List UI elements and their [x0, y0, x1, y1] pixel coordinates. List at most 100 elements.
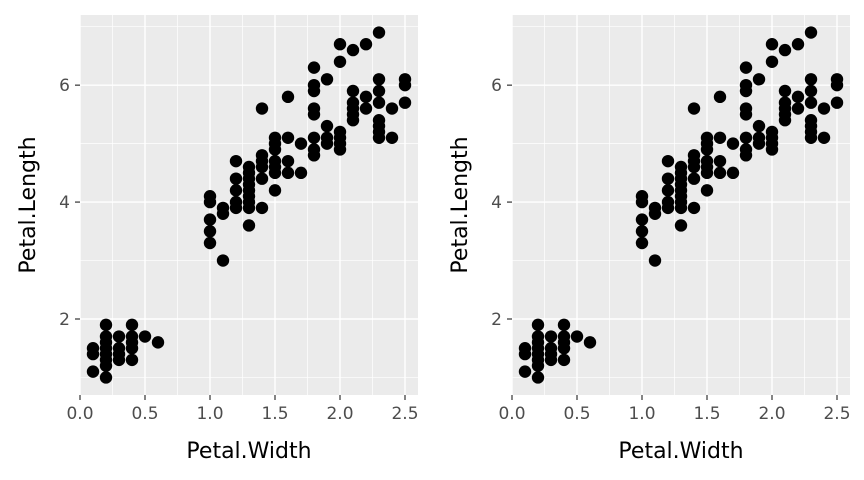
data-point	[635, 190, 649, 203]
data-point	[531, 318, 545, 332]
data-point	[112, 330, 126, 343]
data-point	[138, 330, 152, 343]
data-point	[359, 102, 373, 115]
data-point	[804, 114, 818, 127]
data-point	[294, 137, 308, 150]
data-point	[804, 96, 818, 109]
x-tick-label: 0.0	[66, 404, 93, 424]
data-point	[791, 38, 805, 51]
x-tick-label: 2.0	[326, 404, 353, 424]
data-point	[830, 96, 844, 109]
data-point	[765, 38, 779, 51]
left-scatter-panel: 0.0 0.5 1.0 1.5 2.0 2.5 2 4 6 Petal.Width Petal.Le…	[16, 15, 419, 464]
data-point	[635, 236, 649, 250]
data-point	[372, 96, 386, 109]
data-point	[531, 330, 545, 343]
x-tick-label: 0.5	[131, 404, 158, 424]
data-point	[804, 26, 818, 39]
data-point	[320, 131, 334, 144]
data-point	[791, 102, 805, 115]
data-point	[687, 102, 701, 115]
data-point	[817, 102, 831, 115]
data-point	[268, 131, 282, 144]
data-point	[804, 73, 818, 86]
data-point	[86, 342, 100, 355]
data-point	[830, 73, 844, 86]
data-point	[713, 154, 727, 168]
x-tick-label: 2.5	[391, 404, 418, 424]
data-point	[372, 73, 386, 86]
data-point	[125, 318, 139, 332]
data-point	[307, 131, 321, 144]
data-point	[648, 254, 662, 267]
y-tick-label: 2	[59, 310, 70, 330]
data-point	[557, 318, 571, 332]
data-point	[372, 114, 386, 127]
data-point	[229, 184, 243, 197]
data-point	[203, 236, 217, 250]
y-tick-label: 4	[59, 193, 70, 213]
data-point	[739, 143, 753, 156]
data-point	[700, 131, 714, 144]
data-point	[739, 78, 753, 92]
data-point	[125, 353, 139, 367]
x-axis-title: Petal.Width	[618, 439, 743, 464]
data-point	[661, 154, 675, 168]
x-tick-label: 1.5	[261, 404, 288, 424]
data-point	[307, 78, 321, 92]
data-point	[346, 43, 360, 57]
data-point	[583, 336, 597, 349]
data-point	[242, 219, 256, 232]
data-point	[713, 90, 727, 104]
x-tick-label: 0.0	[498, 404, 525, 424]
y-axis-title: Petal.Length	[448, 136, 473, 273]
data-point	[281, 166, 295, 180]
data-point	[713, 131, 727, 144]
data-point	[281, 154, 295, 168]
data-point	[765, 55, 779, 68]
data-point	[333, 125, 347, 139]
data-point	[281, 90, 295, 104]
data-point	[333, 55, 347, 68]
data-point	[674, 160, 688, 174]
right-scatter-panel: 0.0 0.5 1.0 1.5 2.0 2.5 2 4 6 Petal.Width Petal.Le…	[448, 15, 851, 464]
data-point	[346, 84, 360, 98]
data-point	[752, 119, 766, 133]
data-point	[544, 330, 558, 343]
data-point	[804, 84, 818, 98]
data-point	[216, 201, 230, 215]
data-point	[765, 125, 779, 139]
data-point	[229, 154, 243, 168]
data-point	[544, 342, 558, 355]
data-point	[294, 166, 308, 180]
data-point	[557, 353, 571, 367]
data-point	[203, 190, 217, 203]
y-tick-label: 6	[59, 76, 70, 96]
data-point	[307, 102, 321, 115]
x-tick-label: 0.5	[563, 404, 590, 424]
data-point	[398, 73, 412, 86]
data-point	[791, 90, 805, 104]
data-point	[635, 225, 649, 238]
data-point	[687, 172, 701, 185]
data-point	[661, 195, 675, 209]
data-point	[398, 96, 412, 109]
data-point	[203, 225, 217, 238]
data-point	[752, 131, 766, 144]
data-point	[518, 342, 532, 355]
x-tick-label: 2.0	[758, 404, 785, 424]
data-point	[242, 160, 256, 174]
data-point	[320, 73, 334, 86]
data-point	[531, 371, 545, 384]
data-point	[307, 143, 321, 156]
data-point	[268, 184, 282, 197]
data-point	[125, 330, 139, 343]
data-point	[385, 131, 399, 144]
data-point	[739, 131, 753, 144]
x-tick-label: 1.0	[628, 404, 655, 424]
data-point	[307, 61, 321, 74]
data-point	[255, 172, 269, 185]
data-point	[726, 166, 740, 180]
y-tick-label: 4	[491, 193, 502, 213]
